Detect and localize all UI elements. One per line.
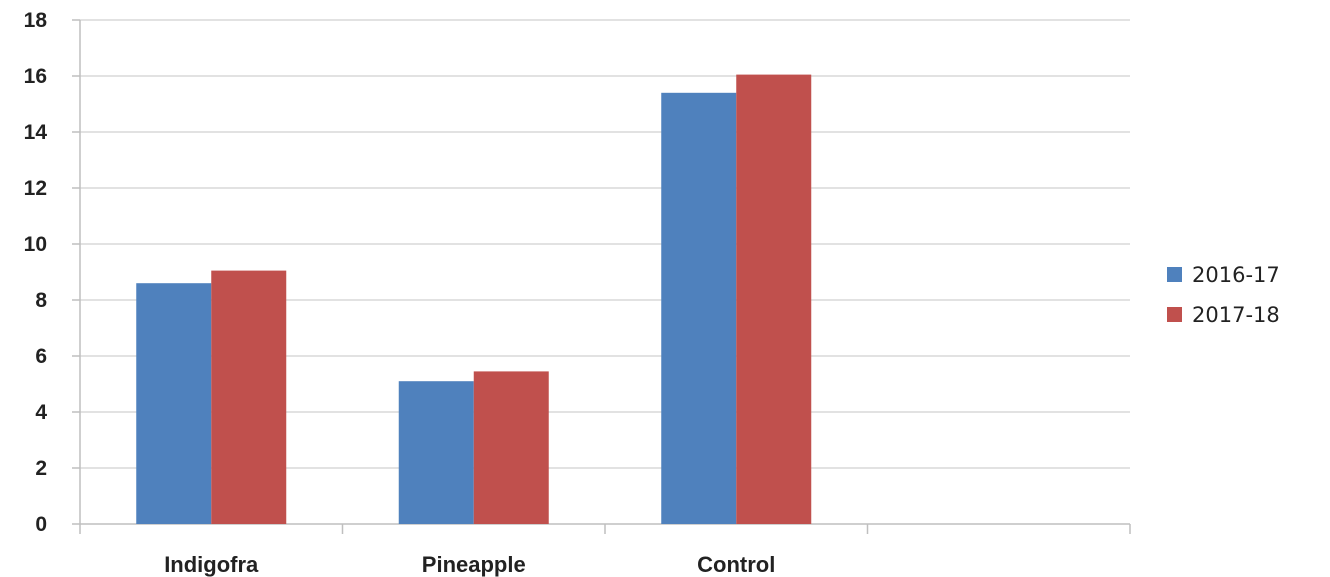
y-tick-labels: 0 2 4 6 8 10 12 14 16 18 [24,9,48,536]
y-tick-label: 0 [35,513,47,536]
bar-2016-17-Pineapple [398,381,474,524]
bar-2016-17-Control [661,92,737,525]
category-label: Indigofra [164,552,259,577]
y-tick-label: 4 [35,401,47,424]
category-label: Control [697,552,775,577]
y-tick-label: 2 [35,457,47,480]
bars [136,74,812,525]
y-tick-label: 6 [35,345,47,368]
category-labels: Indigofra Pineapple Control [164,552,775,577]
legend-swatch [1167,307,1182,322]
bar-2017-18-Pineapple [473,371,549,524]
y-tick-label: 12 [24,177,47,200]
legend-swatch [1167,267,1182,282]
y-tick-label: 14 [24,121,48,144]
legend-label: 2016-17 [1192,263,1280,287]
bar-2016-17-Indigofra [136,283,212,524]
legend: 2016-17 2017-18 [1167,263,1280,327]
legend-label: 2017-18 [1192,303,1280,327]
y-tick-label: 10 [24,233,47,256]
category-label: Pineapple [422,552,526,577]
y-tick-label: 8 [35,289,47,312]
y-tick-label: 18 [24,9,48,32]
bar-2017-18-Indigofra [211,270,287,524]
bar-2017-18-Control [736,74,812,524]
y-tick-label: 16 [24,65,47,88]
